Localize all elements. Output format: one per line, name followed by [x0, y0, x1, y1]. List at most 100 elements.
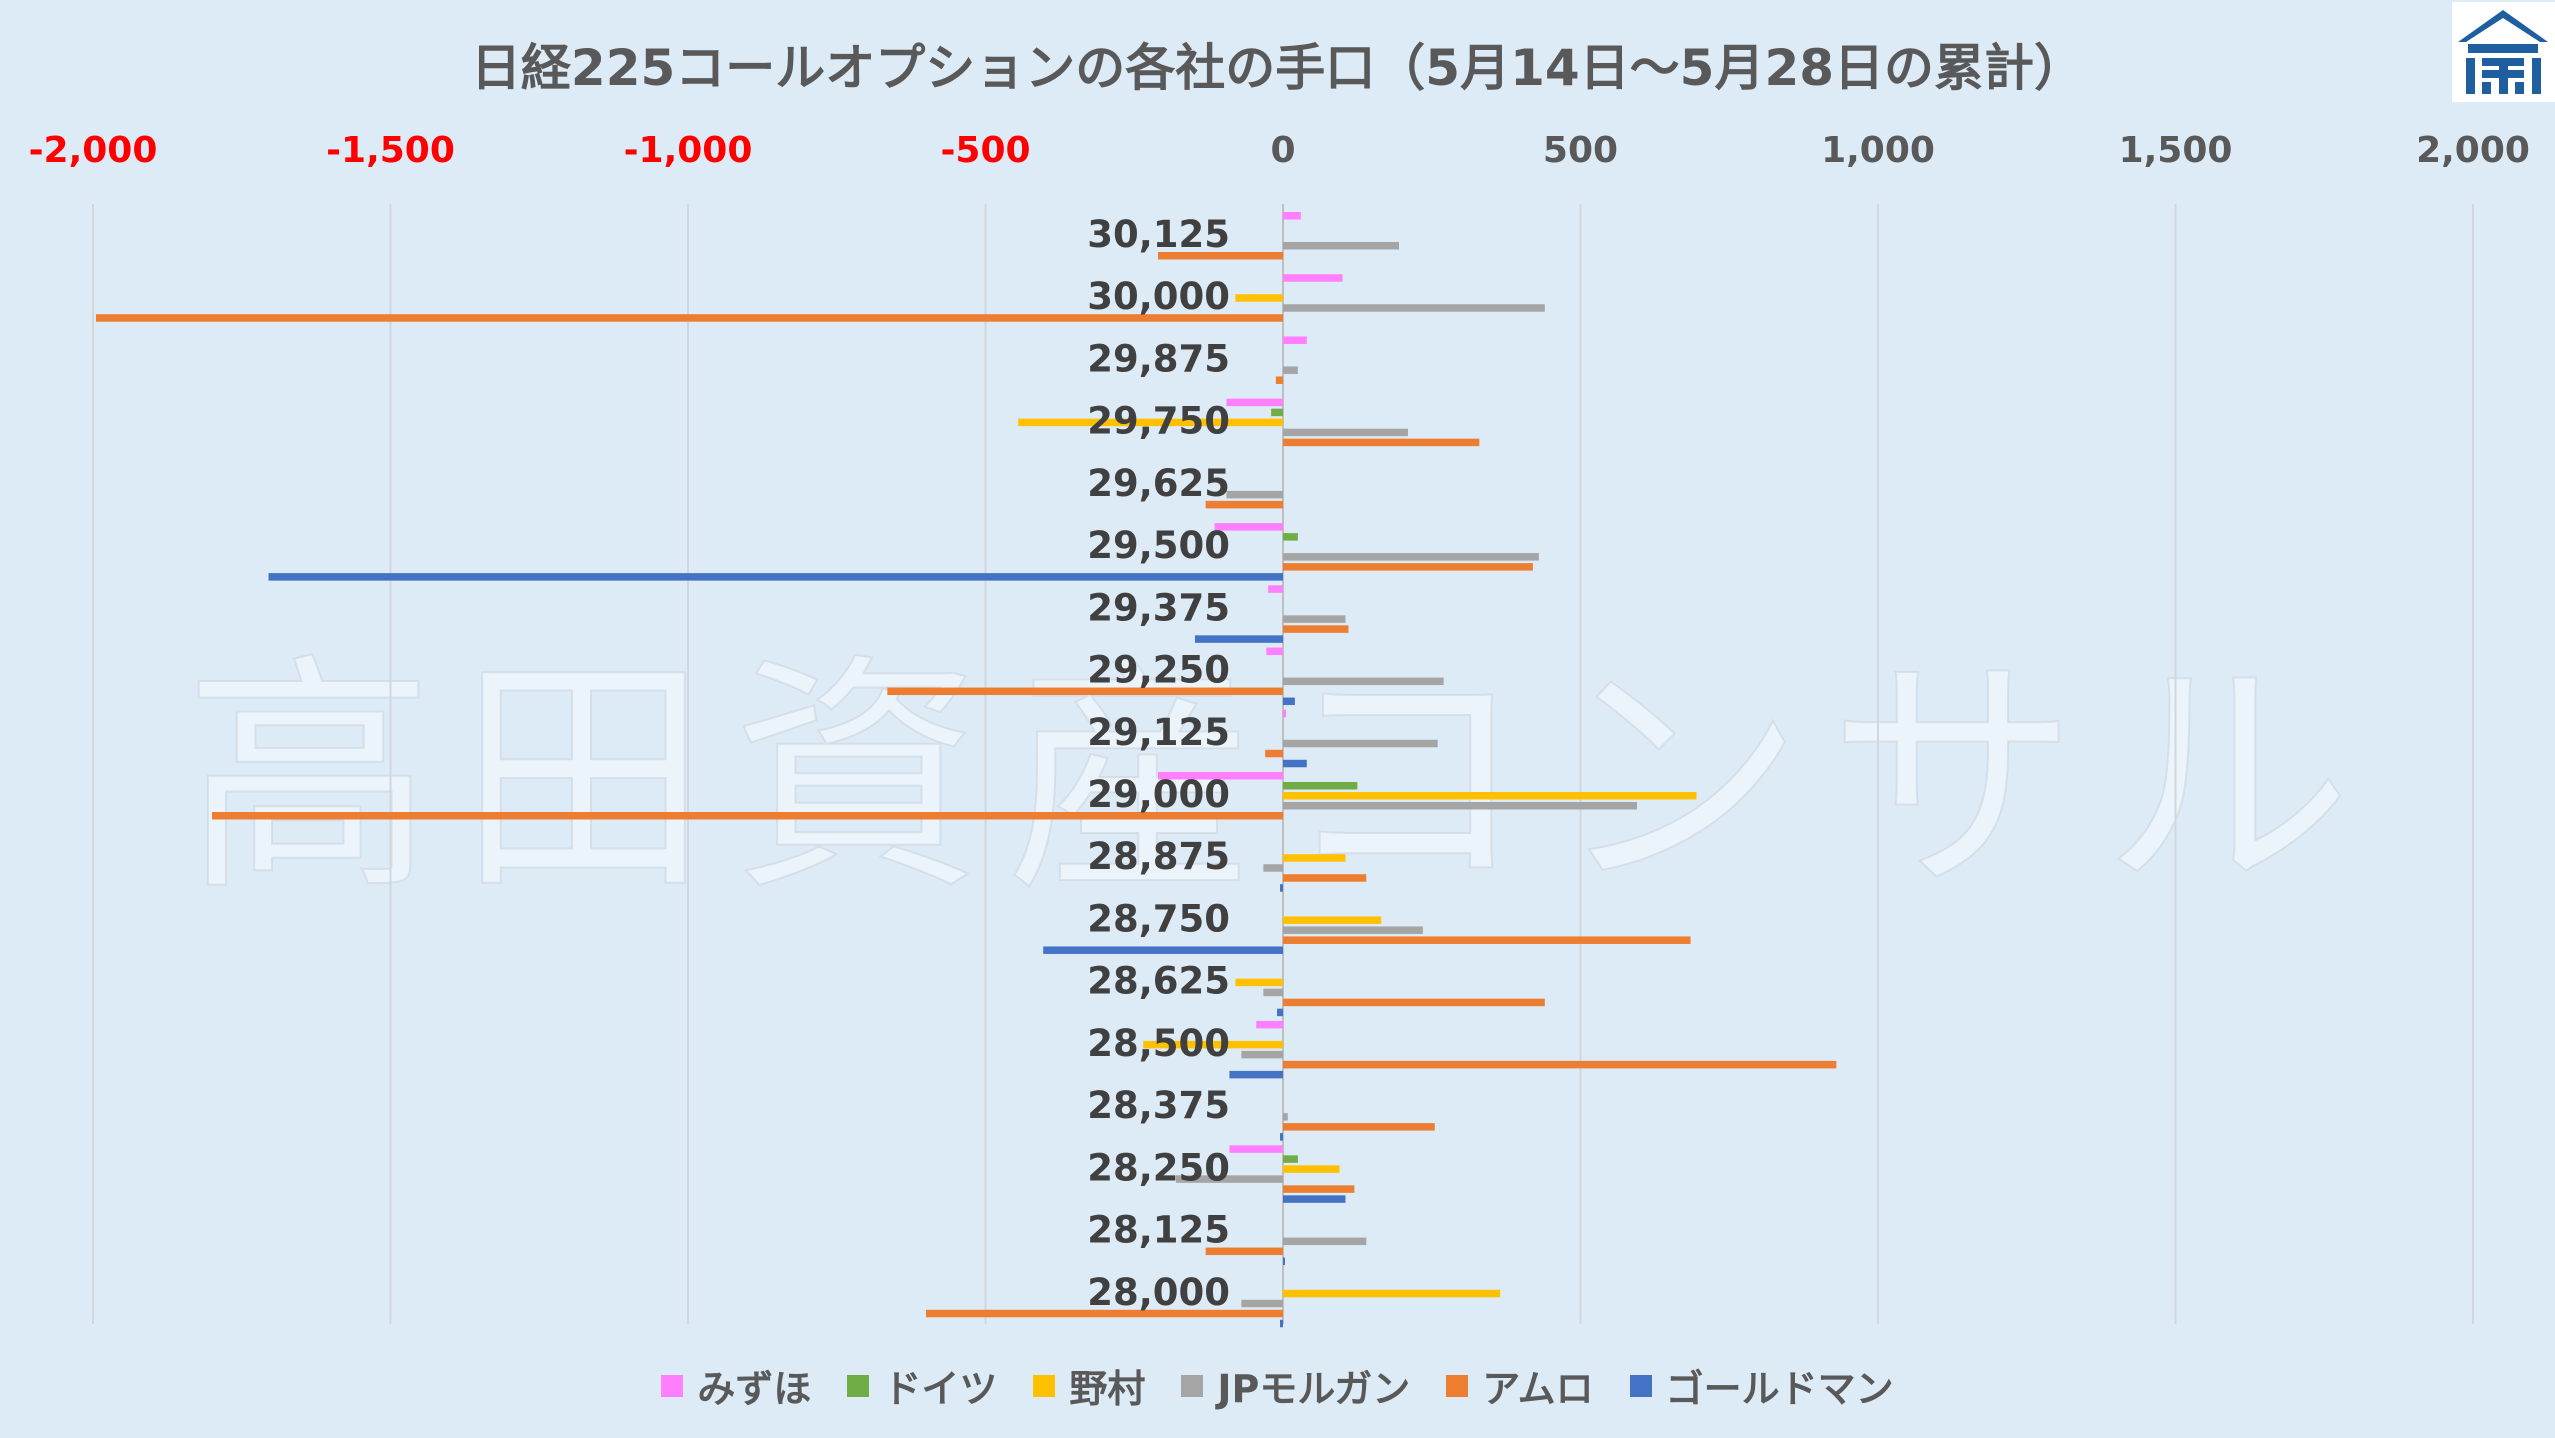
legend-swatch — [661, 1374, 684, 1397]
category-label: 29,250 — [1087, 649, 1230, 692]
x-tick-label: 500 — [1543, 130, 1618, 171]
category-label: 30,000 — [1087, 275, 1230, 318]
bar-29375-4 — [1283, 625, 1349, 633]
bar-29500-0 — [1214, 523, 1283, 531]
bar-29750-0 — [1226, 398, 1283, 407]
x-tick-label: 2,000 — [2416, 130, 2530, 171]
bar-29625-4 — [1205, 500, 1283, 509]
bar-28500-4 — [1283, 1060, 1837, 1069]
bar-28625-5 — [1277, 1008, 1283, 1017]
legend-label: ドイツ — [883, 1367, 998, 1411]
bar-29375-0 — [1268, 585, 1283, 593]
legend-item: アムロ — [1446, 1358, 1594, 1413]
x-tick-label: 1,000 — [1821, 130, 1935, 171]
bar-29750-2 — [1018, 418, 1283, 427]
bar-28875-4 — [1283, 874, 1367, 882]
category-label: 28,125 — [1087, 1209, 1230, 1252]
bar-28375-3 — [1283, 1113, 1288, 1121]
bar-28250-4 — [1283, 1185, 1355, 1193]
bar-28250-3 — [1175, 1175, 1283, 1183]
bar-29500-5 — [268, 573, 1283, 581]
bar-30125-0 — [1283, 212, 1301, 220]
bar-29125-5 — [1283, 759, 1307, 768]
category-label: 28,625 — [1087, 960, 1230, 1003]
bar-29000-2 — [1283, 792, 1697, 800]
bar-28875-2 — [1283, 854, 1346, 862]
bar-29000-1 — [1283, 782, 1358, 790]
bar-28750-4 — [1283, 936, 1691, 944]
legend-label: アムロ — [1482, 1367, 1594, 1411]
bar-28250-2 — [1283, 1165, 1340, 1173]
bar-28250-0 — [1229, 1145, 1283, 1153]
bar-29750-1 — [1271, 408, 1283, 417]
bar-28000-4 — [926, 1309, 1283, 1318]
bar-30125-3 — [1283, 242, 1400, 250]
bar-28000-3 — [1241, 1299, 1283, 1308]
bar-28625-4 — [1283, 998, 1545, 1007]
legend-swatch — [1181, 1374, 1204, 1397]
legend-label: みずほ — [697, 1367, 812, 1411]
legend-swatch — [1446, 1374, 1469, 1397]
bar-28125-3 — [1283, 1237, 1367, 1246]
bar-28250-1 — [1283, 1155, 1298, 1163]
bar-29250-0 — [1266, 647, 1283, 656]
bar-29125-0 — [1283, 709, 1286, 718]
bar-28000-5 — [1280, 1319, 1283, 1328]
bar-30000-3 — [1283, 304, 1545, 312]
legend-item: みずほ — [661, 1358, 811, 1413]
x-tick-label: -500 — [940, 130, 1030, 171]
bar-28625-3 — [1263, 988, 1283, 997]
bar-29000-0 — [1158, 772, 1283, 780]
bar-29875-0 — [1283, 336, 1307, 344]
bar-28750-5 — [1043, 946, 1283, 954]
bar-28000-2 — [1283, 1289, 1501, 1298]
category-label: 29,625 — [1087, 462, 1230, 505]
category-label: 28,750 — [1087, 897, 1230, 940]
category-label: 28,375 — [1087, 1084, 1230, 1127]
bar-29250-5 — [1283, 697, 1295, 706]
bar-28500-0 — [1256, 1020, 1283, 1029]
bar-28500-3 — [1241, 1050, 1283, 1059]
bar-29000-3 — [1283, 802, 1638, 810]
bar-29250-3 — [1283, 677, 1444, 686]
bar-28125-4 — [1205, 1247, 1283, 1256]
bar-29250-4 — [887, 687, 1283, 696]
legend-swatch — [1629, 1374, 1652, 1397]
company-logo-icon — [2452, 2, 2555, 102]
category-label: 29,000 — [1087, 773, 1230, 816]
x-tick-label: -2,000 — [29, 130, 158, 171]
bar-29125-4 — [1265, 749, 1283, 758]
bar-30000-4 — [95, 314, 1284, 322]
bar-29500-4 — [1283, 563, 1533, 571]
legend-item: JPモルガン — [1181, 1358, 1410, 1413]
category-label: 28,500 — [1087, 1022, 1230, 1065]
category-label: 28,875 — [1087, 835, 1230, 878]
x-tick-label: 1,500 — [2119, 130, 2233, 171]
bar-28250-5 — [1283, 1195, 1346, 1203]
legend-label: 野村 — [1069, 1367, 1146, 1411]
category-label: 29,500 — [1087, 524, 1230, 567]
bar-28375-4 — [1283, 1123, 1435, 1131]
bar-28875-5 — [1280, 884, 1283, 892]
bar-28750-3 — [1283, 926, 1423, 934]
bar-29750-3 — [1283, 428, 1408, 437]
x-tick-label: -1,000 — [624, 130, 753, 171]
x-tick-label: -1,500 — [326, 130, 455, 171]
category-label: 30,125 — [1087, 213, 1230, 256]
bar-28500-5 — [1229, 1070, 1283, 1079]
legend-item: 野村 — [1033, 1358, 1145, 1413]
x-tick-label: 0 — [1270, 130, 1295, 171]
category-label: 28,250 — [1087, 1146, 1230, 1189]
bar-29000-4 — [212, 812, 1283, 820]
category-label: 29,125 — [1087, 711, 1230, 754]
bar-30000-2 — [1235, 294, 1283, 302]
legend-swatch — [847, 1374, 870, 1397]
bar-28375-5 — [1280, 1133, 1283, 1141]
category-label: 29,750 — [1087, 400, 1230, 443]
chart-title: 日経225コールオプションの各社の手口（5月14日～5月28日の累計） — [470, 39, 2085, 97]
bar-29625-3 — [1226, 490, 1283, 499]
bar-30125-4 — [1158, 252, 1283, 260]
bar-28625-2 — [1235, 978, 1283, 987]
legend-item: ゴールドマン — [1629, 1358, 1894, 1413]
